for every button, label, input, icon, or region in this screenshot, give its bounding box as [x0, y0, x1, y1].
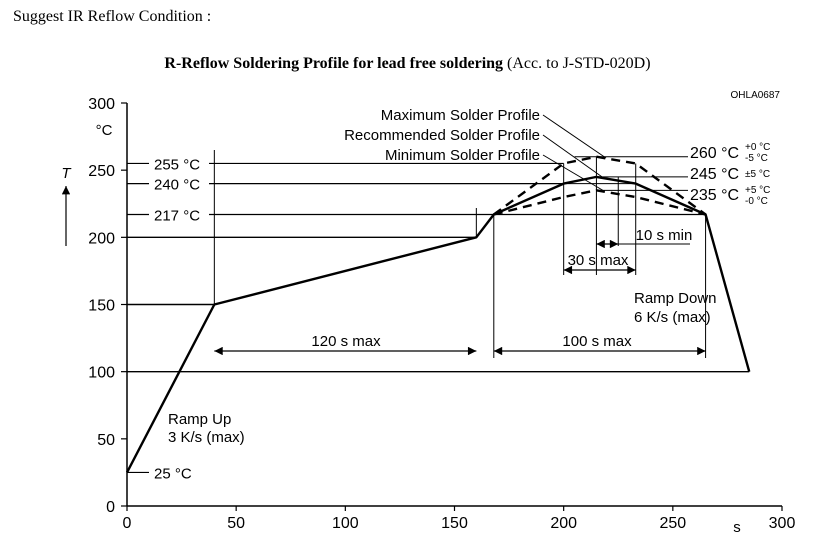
series-maximum-solder-profile	[493, 155, 707, 216]
x-tick-label-100: 100	[332, 515, 359, 532]
chart-code: OHLA0687	[731, 90, 781, 101]
ramp-down-rate: 6 K/s (max)	[634, 309, 711, 326]
peak-260-tol-minus: -5 °C	[745, 153, 768, 164]
ref-label-240: 240 °C	[154, 177, 200, 194]
y-tick-label-150: 150	[88, 298, 115, 315]
legend-minimum: Minimum Solder Profile	[385, 147, 540, 164]
chart-title: R-Reflow Soldering Profile for lead free…	[0, 55, 815, 73]
peak-245-label: 245 °C	[690, 166, 739, 183]
ramp-up-rate: 3 K/s (max)	[168, 429, 245, 446]
ref-label-217: 217 °C	[154, 207, 200, 224]
leader-recommended	[542, 134, 606, 180]
ref-label-25: 25 °C	[154, 465, 192, 482]
x-tick-label-200: 200	[550, 515, 577, 532]
leader-minimum	[542, 154, 605, 192]
peak-245-tol: ±5 °C	[745, 169, 770, 180]
x-tick-label-150: 150	[441, 515, 468, 532]
span-120-label: 120 s max	[311, 333, 381, 350]
span-10-label: 10 s min	[636, 227, 693, 244]
legend-recommended: Recommended Solder Profile	[344, 127, 540, 144]
ramp-up-label: Ramp Up	[168, 411, 231, 428]
ref-label-255: 255 °C	[154, 156, 200, 173]
span-100-label: 100 s max	[562, 333, 632, 350]
peak-235-tol-minus: -0 °C	[745, 196, 768, 207]
y-tick-label-300: 300	[88, 96, 115, 113]
span-30-label: 30 s max	[568, 252, 629, 269]
peak-260-label: 260 °C	[690, 145, 739, 162]
chart-title-standard: (Acc. to J-STD-020D)	[507, 55, 651, 72]
peak-260-tol-plus: +0 °C	[745, 142, 770, 153]
peak-235-label: 235 °C	[690, 187, 739, 204]
x-unit: s	[733, 519, 741, 536]
y-tick-label-0: 0	[106, 499, 115, 516]
y-tick-label-100: 100	[88, 365, 115, 382]
x-tick-label-0: 0	[123, 515, 132, 532]
legend-maximum: Maximum Solder Profile	[381, 107, 540, 124]
series-minimum-solder-profile	[493, 189, 706, 216]
y-tick-label-200: 200	[88, 230, 115, 247]
chart-title-bold: R-Reflow Soldering Profile for lead free…	[164, 55, 504, 72]
y-unit: °C	[96, 122, 113, 139]
x-tick-label-300: 300	[769, 515, 796, 532]
peak-235-tol-plus: +5 °C	[745, 185, 770, 196]
y-tick-label-50: 50	[97, 432, 115, 449]
y-tick-label-250: 250	[88, 163, 115, 180]
page-heading: Suggest IR Reflow Condition :	[13, 8, 212, 25]
series-recommended-solder-profile	[125, 175, 751, 473]
y-symbol: T	[61, 165, 72, 182]
x-tick-label-250: 250	[659, 515, 686, 532]
x-tick-label-50: 50	[227, 515, 245, 532]
ramp-down-label: Ramp Down	[634, 290, 717, 307]
leader-maximum	[542, 114, 607, 159]
